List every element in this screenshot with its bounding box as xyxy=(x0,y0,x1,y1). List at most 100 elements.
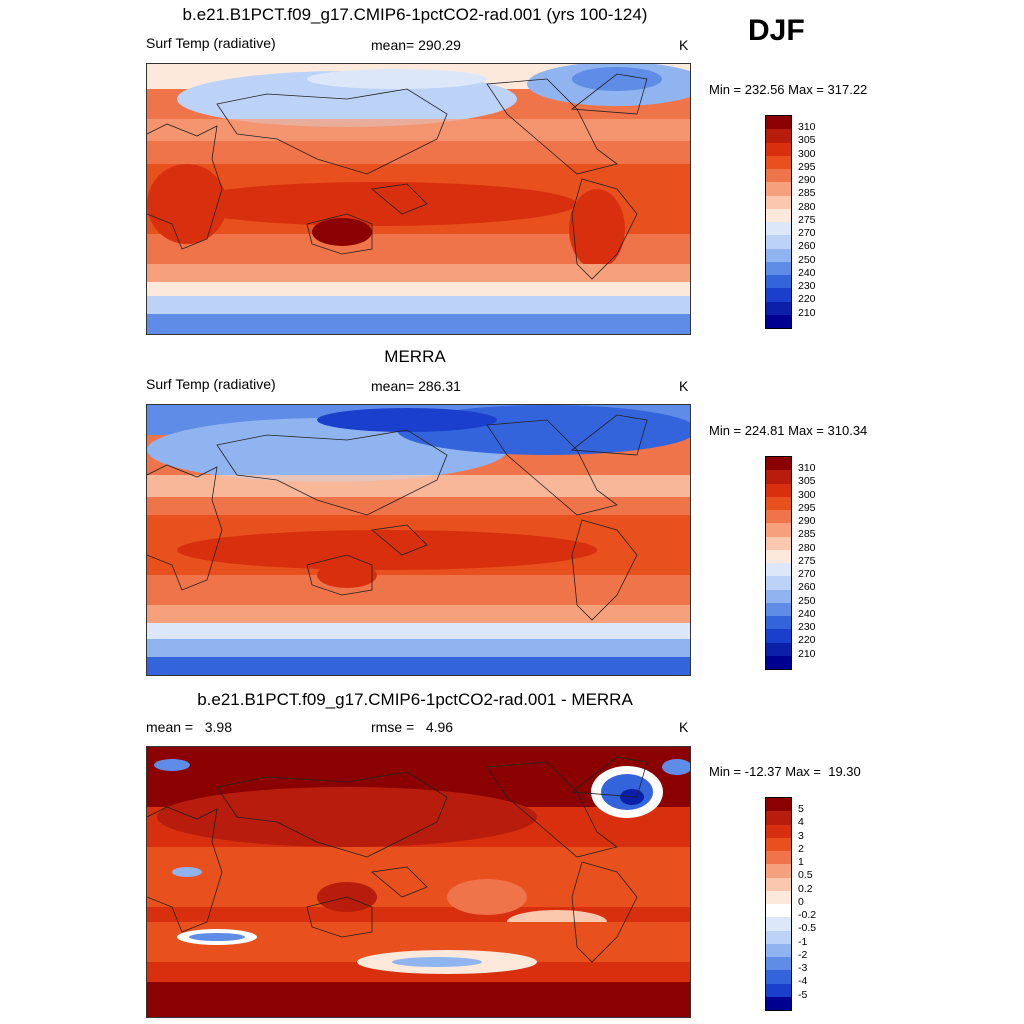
colorbar-swatch xyxy=(766,917,791,931)
colorbar-swatch xyxy=(766,589,791,603)
colorbar-tick: -0.5 xyxy=(798,922,817,935)
variable-label: Surf Temp (radiative) xyxy=(146,376,276,392)
panel-title: b.e21.B1PCT.f09_g17.CMIP6-1pctCO2-rad.00… xyxy=(182,5,648,24)
colorbar-swatch xyxy=(766,890,791,904)
colorbar-swatch xyxy=(766,563,791,577)
colorbar-swatch xyxy=(766,523,791,537)
mean-label: mean= 290.29 xyxy=(371,37,461,53)
minmax-label: Min = -12.37 Max = 19.30 xyxy=(709,764,861,779)
minmax-label: Min = 232.56 Max = 317.22 xyxy=(709,82,868,97)
colorbar-tick: 280 xyxy=(798,541,816,554)
colorbar-tick: 1 xyxy=(798,856,804,868)
colorbar-tick: 240 xyxy=(798,607,816,620)
colorbar-swatch xyxy=(766,864,791,878)
colorbar-tick: 310 xyxy=(798,121,816,133)
colorbar-swatch xyxy=(766,155,791,169)
colorbar-swatch xyxy=(766,510,791,524)
colorbar-swatch xyxy=(766,208,791,222)
mean-label: mean= 286.31 xyxy=(371,378,461,394)
colorbar-tick: 2 xyxy=(798,842,804,855)
colorbar-tick: 260 xyxy=(798,581,816,594)
colorbar-swatch xyxy=(766,314,791,328)
colorbar-tick: -5 xyxy=(798,988,808,1001)
panel-title: MERRA xyxy=(384,347,446,366)
colorbar-tick: 275 xyxy=(798,554,816,567)
colorbar-swatch xyxy=(766,824,791,838)
colorbar-swatch xyxy=(766,970,791,984)
colorbar-tick: -4 xyxy=(798,975,808,988)
colorbar-swatch xyxy=(766,983,791,997)
colorbar-swatch xyxy=(766,288,791,302)
units-label: K xyxy=(679,378,689,394)
colorbar-swatch xyxy=(766,930,791,944)
colorbar-swatch xyxy=(766,169,791,183)
colorbar-swatch xyxy=(766,655,791,669)
colorbar-swatch xyxy=(766,116,791,130)
colorbar xyxy=(765,115,792,329)
colorbar-swatch xyxy=(766,248,791,262)
colorbar-tick: 305 xyxy=(798,134,816,147)
colorbar xyxy=(765,797,792,1011)
colorbar-swatch xyxy=(766,957,791,971)
panel-title: b.e21.B1PCT.f09_g17.CMIP6-1pctCO2-rad.00… xyxy=(197,690,633,709)
colorbar-tick: 305 xyxy=(798,475,816,488)
map-temperature-difference xyxy=(146,746,691,1018)
rmse-label: rmse = 4.96 xyxy=(371,719,454,735)
colorbar-swatch xyxy=(766,549,791,563)
colorbar-swatch xyxy=(766,576,791,590)
units-label: K xyxy=(679,37,689,53)
colorbar-swatch xyxy=(766,195,791,209)
colorbar-tick: -1 xyxy=(798,935,808,948)
colorbar-tick: 285 xyxy=(798,187,816,200)
colorbar-tick: 310 xyxy=(798,462,816,474)
colorbar-tick: 300 xyxy=(798,488,816,501)
colorbar-tick: 0 xyxy=(798,895,804,908)
colorbar-ticks: 310 305 300 295 290 285 280 275 270 260 … xyxy=(798,121,816,320)
colorbar-tick: 0.2 xyxy=(798,882,813,895)
colorbar-swatch xyxy=(766,904,791,918)
colorbar-tick: 300 xyxy=(798,147,816,160)
colorbar-swatch xyxy=(766,275,791,289)
colorbar-tick: 0.5 xyxy=(798,869,813,882)
colorbar-tick: 250 xyxy=(798,253,816,266)
colorbar-swatch xyxy=(766,536,791,550)
colorbar-swatch xyxy=(766,943,791,957)
colorbar-swatch xyxy=(766,798,791,812)
colorbar-tick: 270 xyxy=(798,568,816,580)
colorbar-tick: 5 xyxy=(798,803,804,815)
colorbar-swatch xyxy=(766,182,791,196)
colorbar-swatch xyxy=(766,602,791,616)
colorbar-tick: 210 xyxy=(798,647,816,660)
colorbar-tick: 295 xyxy=(798,160,816,173)
colorbar-swatch xyxy=(766,457,791,471)
colorbar-swatch xyxy=(766,877,791,891)
mean-label: mean = 3.98 xyxy=(146,719,233,735)
colorbar-swatch xyxy=(766,629,791,643)
units-label: K xyxy=(679,719,689,735)
colorbar-tick: 220 xyxy=(798,634,816,647)
colorbar-tick: 210 xyxy=(798,306,816,319)
colorbar-tick: -2 xyxy=(798,948,808,961)
colorbar-swatch xyxy=(766,142,791,156)
colorbar-swatch xyxy=(766,470,791,484)
colorbar-tick: -0.2 xyxy=(798,909,817,921)
colorbar-tick: 260 xyxy=(798,240,816,253)
colorbar-tick: 290 xyxy=(798,515,816,527)
colorbar-swatch xyxy=(766,837,791,851)
colorbar-tick: 295 xyxy=(798,501,816,514)
colorbar-tick: 270 xyxy=(798,227,816,239)
colorbar-tick: 230 xyxy=(798,621,816,633)
colorbar-swatch xyxy=(766,261,791,275)
colorbar-swatch xyxy=(766,129,791,143)
colorbar-tick: 4 xyxy=(798,816,804,829)
colorbar-tick: 240 xyxy=(798,266,816,279)
colorbar-tick: 3 xyxy=(798,829,804,842)
colorbar-tick: 220 xyxy=(798,293,816,306)
colorbar-tick: 290 xyxy=(798,174,816,186)
colorbar-swatch xyxy=(766,496,791,510)
colorbar-tick: 230 xyxy=(798,280,816,292)
colorbar-swatch xyxy=(766,235,791,249)
minmax-label: Min = 224.81 Max = 310.34 xyxy=(709,423,868,438)
colorbar-swatch xyxy=(766,222,791,236)
colorbar-swatch xyxy=(766,616,791,630)
